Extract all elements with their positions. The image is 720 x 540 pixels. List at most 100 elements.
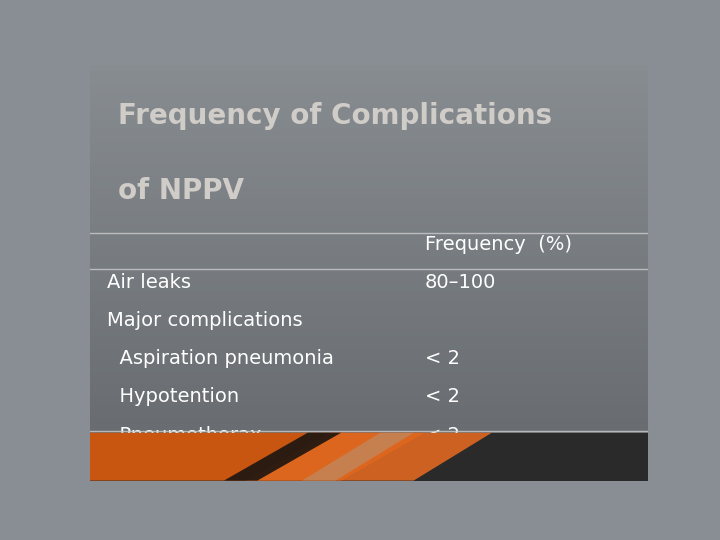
Bar: [90, 427, 648, 429]
Bar: [90, 377, 648, 379]
Bar: [90, 316, 648, 319]
Bar: [90, 420, 648, 422]
Bar: [90, 102, 648, 104]
Bar: [90, 373, 648, 375]
Bar: [90, 229, 648, 231]
Bar: [90, 227, 648, 229]
Text: Major complications: Major complications: [107, 311, 302, 330]
Bar: [90, 119, 648, 121]
Bar: [90, 150, 648, 152]
Bar: [90, 468, 648, 470]
Bar: [90, 460, 648, 462]
Bar: [90, 343, 648, 346]
Bar: [90, 165, 648, 167]
Bar: [90, 187, 648, 190]
Text: Air leaks: Air leaks: [107, 273, 191, 292]
Bar: [90, 98, 648, 100]
Bar: [90, 385, 648, 387]
Bar: [90, 238, 648, 239]
Text: of NPPV: of NPPV: [118, 177, 244, 205]
Bar: [90, 346, 648, 348]
Bar: [90, 412, 648, 414]
Bar: [90, 289, 648, 292]
Bar: [90, 287, 648, 289]
Bar: [90, 435, 648, 437]
Bar: [90, 308, 648, 310]
Bar: [90, 271, 648, 273]
Bar: [90, 321, 648, 322]
Bar: [90, 424, 648, 427]
Bar: [90, 152, 648, 154]
Bar: [90, 325, 648, 327]
Bar: [90, 300, 648, 302]
Bar: [90, 127, 648, 129]
Bar: [90, 177, 648, 179]
Bar: [90, 335, 648, 337]
Bar: [90, 433, 648, 435]
Bar: [90, 273, 648, 275]
Bar: [90, 397, 648, 400]
Bar: [90, 210, 648, 212]
Bar: [90, 87, 648, 90]
Bar: [90, 241, 648, 244]
Bar: [90, 368, 648, 370]
Bar: [90, 206, 648, 208]
Bar: [90, 214, 648, 217]
Bar: [90, 84, 648, 85]
Bar: [90, 470, 648, 472]
Bar: [90, 77, 648, 79]
Bar: [90, 90, 648, 92]
Bar: [90, 106, 648, 109]
Bar: [90, 233, 648, 235]
Bar: [90, 129, 648, 131]
Text: Hypotention: Hypotention: [107, 388, 239, 407]
Bar: [90, 349, 648, 352]
Bar: [90, 362, 648, 364]
Bar: [90, 447, 648, 449]
Bar: [90, 266, 648, 268]
Polygon shape: [302, 433, 413, 481]
Bar: [90, 366, 648, 368]
Bar: [90, 65, 648, 67]
Bar: [90, 202, 648, 204]
Bar: [90, 198, 648, 200]
Bar: [90, 322, 648, 325]
Bar: [90, 456, 648, 458]
Bar: [90, 472, 648, 474]
Bar: [90, 370, 648, 373]
Bar: [90, 402, 648, 404]
Bar: [90, 416, 648, 418]
Bar: [90, 295, 648, 298]
Bar: [90, 331, 648, 333]
Bar: [90, 190, 648, 192]
Bar: [90, 337, 648, 339]
Bar: [90, 146, 648, 148]
Bar: [90, 348, 648, 349]
Bar: [90, 356, 648, 358]
Bar: [90, 192, 648, 194]
Bar: [90, 306, 648, 308]
Bar: [90, 158, 648, 160]
Bar: [90, 185, 648, 187]
Bar: [90, 235, 648, 238]
Bar: [90, 329, 648, 331]
Bar: [90, 212, 648, 214]
Bar: [90, 136, 648, 138]
Bar: [90, 294, 648, 295]
Bar: [90, 302, 648, 304]
Bar: [90, 252, 648, 254]
Bar: [90, 418, 648, 420]
Bar: [90, 194, 648, 196]
Bar: [90, 389, 648, 391]
Bar: [90, 154, 648, 156]
Bar: [90, 400, 648, 402]
Bar: [90, 173, 648, 175]
Bar: [90, 383, 648, 385]
Bar: [90, 449, 648, 451]
Bar: [90, 279, 648, 281]
Bar: [90, 433, 648, 481]
Bar: [90, 163, 648, 165]
Bar: [90, 223, 648, 225]
Bar: [90, 104, 648, 106]
Bar: [90, 175, 648, 177]
